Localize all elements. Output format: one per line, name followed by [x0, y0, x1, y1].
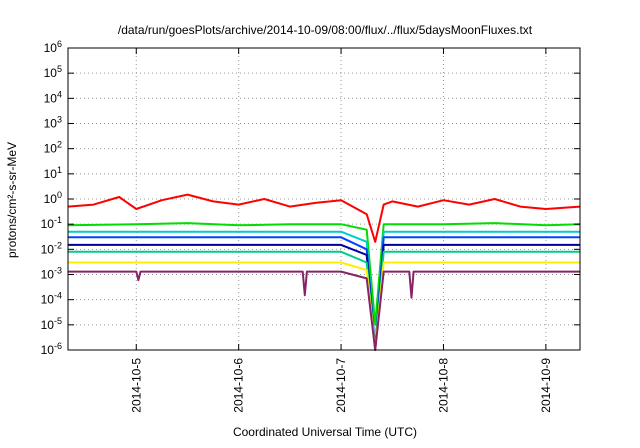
- x-tick-label: 2014-10-9: [539, 358, 553, 413]
- y-tick-label: 10-1: [41, 215, 62, 231]
- x-tick-label: 2014-10-5: [129, 358, 143, 413]
- y-tick-label: 104: [44, 89, 62, 105]
- series-line: [68, 236, 580, 351]
- series-line: [68, 243, 580, 351]
- y-tick-label: 106: [44, 39, 62, 55]
- x-tick-label: 2014-10-7: [334, 358, 348, 413]
- y-tick-label: 10-3: [41, 266, 62, 282]
- y-tick-label: 10-4: [41, 291, 62, 307]
- y-tick-label: 102: [44, 140, 62, 156]
- series-line: [67, 193, 581, 243]
- y-tick-label: 100: [44, 190, 62, 206]
- x-axis: 2014-10-5 2014-10-6 2014-10-7 2014-10-8 2014…: [129, 48, 553, 413]
- series-line: [68, 250, 580, 351]
- y-tick-label: 105: [44, 64, 62, 80]
- series-line: [68, 261, 580, 351]
- y-tick-label: 10-5: [41, 316, 62, 332]
- series-line: [67, 222, 581, 326]
- y-tick-label: 10-2: [41, 240, 62, 256]
- x-tick-label: 2014-10-8: [436, 358, 450, 413]
- series-group: [67, 193, 581, 351]
- y-axis-label: protons/cm²-s-sr-MeV: [5, 142, 19, 258]
- x-tick-label: 2014-10-6: [232, 358, 246, 413]
- x-axis-label: Coordinated Universal Time (UTC): [233, 425, 417, 439]
- grid: [68, 48, 580, 350]
- chart-title: /data/run/goesPlots/archive/2014-10-09/0…: [118, 23, 533, 37]
- series-line: [68, 270, 580, 351]
- y-tick-label: 10-6: [41, 341, 62, 357]
- y-tick-label: 101: [44, 165, 62, 181]
- y-tick-label: 103: [44, 115, 62, 131]
